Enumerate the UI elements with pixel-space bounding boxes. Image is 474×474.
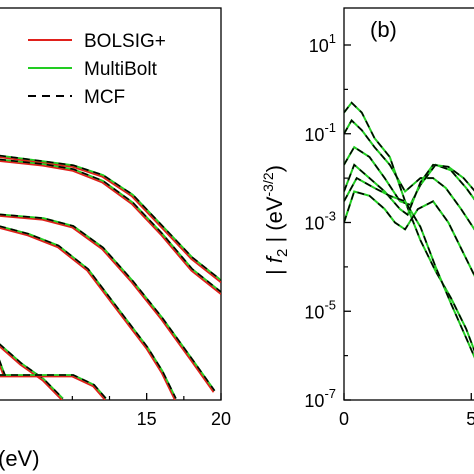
- panel-a-plot-area: [0, 154, 221, 400]
- a-mcf-line-5: [0, 359, 6, 376]
- b-x-tick-label-1: 5: [466, 409, 474, 429]
- b-y-tick-label-3: 10-5: [304, 297, 336, 322]
- panel-b-plot-area: [344, 101, 474, 359]
- a-mcf-line-0: [0, 154, 221, 282]
- b-y-tick-label-0: 101: [309, 31, 336, 56]
- b-mcf-line-3: [344, 163, 474, 216]
- legend-label-1: MultiBolt: [84, 59, 158, 80]
- panel-b-label: (b): [370, 17, 397, 42]
- a-bolsig-line-4: [0, 345, 63, 400]
- legend-label-0: BOLSIG+: [84, 31, 166, 52]
- y-label-sub: 2: [274, 249, 291, 257]
- panel-b-y-ticks: 101 10-1 10-3 10-5 10-7: [304, 31, 351, 411]
- a-bolsig-line-0: [0, 156, 221, 284]
- legend: BOLSIG+ MultiBolt MCF: [28, 31, 166, 108]
- panel-b-y-axis-label: | f2 | (eV-3/2): [260, 165, 291, 275]
- a-bolsig-line-6: [0, 375, 106, 400]
- b-multibolt-line-1: [344, 118, 474, 231]
- b-y-tick-label-1: 10-1: [304, 120, 336, 145]
- b-mcf-line-2: [344, 145, 474, 206]
- b-y-tick-label-2: 10-3: [304, 209, 336, 234]
- panel-b-frame: [343, 7, 474, 401]
- a-multibolt-line-3: [0, 225, 177, 399]
- a-mcf-line-3: [0, 225, 177, 399]
- a-bolsig-line-1: [0, 160, 221, 295]
- panel-a-x-ticks: 15 20: [71, 393, 231, 429]
- a-bolsig-line-3: [0, 227, 176, 400]
- a-mcf-line-1: [0, 158, 221, 293]
- y-label-close: ): [262, 165, 287, 172]
- a-multibolt-line-2: [0, 213, 216, 392]
- b-multibolt-line-0: [344, 101, 474, 353]
- legend-label-2: MCF: [84, 87, 125, 108]
- a-mcf-line-4: [0, 343, 64, 400]
- y-label-var: f: [262, 254, 287, 263]
- a-bolsig-line-2: [0, 215, 215, 393]
- b-mcf-line-1: [344, 119, 474, 231]
- a-x-tick-label-0: 15: [137, 409, 157, 429]
- a-mcf-line-2: [0, 213, 216, 392]
- a-x-tick-label-1: 20: [211, 409, 231, 429]
- a-mcf-line-6: [0, 374, 107, 400]
- b-mcf-line-4: [344, 190, 474, 277]
- b-mcf-line-5: [344, 177, 474, 359]
- y-label-right: | (eV: [262, 196, 287, 249]
- a-bolsig-line-5: [0, 363, 5, 377]
- y-label-sup: -3/2: [260, 172, 276, 196]
- b-mcf-line-0: [344, 101, 474, 352]
- a-multibolt-line-6: [0, 374, 107, 400]
- panel-a-lines: [0, 154, 221, 400]
- y-label-left: |: [262, 263, 287, 275]
- b-multibolt-line-4: [344, 190, 474, 277]
- b-y-tick-label-4: 10-7: [304, 386, 336, 411]
- panel-a-x-axis-label: (eV): [0, 446, 40, 471]
- b-x-tick-label-0: 0: [339, 409, 349, 429]
- panel-b-lines: [344, 101, 474, 359]
